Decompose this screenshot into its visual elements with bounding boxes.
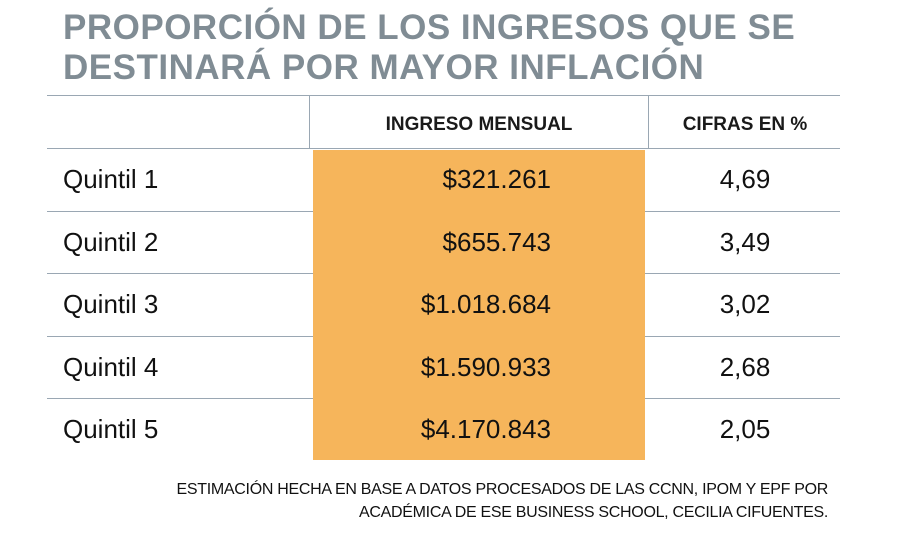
rule: [47, 210, 313, 212]
row-label: Quintil 4: [63, 351, 159, 382]
highlight-column: [313, 150, 645, 460]
income-value: $1.590.933: [420, 351, 551, 382]
footnote-line: ESTIMACIÓN HECHA EN BASE A DATOS PROCESA…: [176, 481, 829, 498]
percent-value: 3,02: [719, 289, 771, 319]
rule: [645, 210, 840, 212]
rule: [645, 398, 840, 399]
percent-value: 3,49: [719, 226, 771, 257]
rule: [47, 398, 313, 399]
title-line: DESTINARÁ POR MAYOR INFLACIÓN: [63, 48, 705, 87]
title-line: PROPORCIÓN DE LOS INGRESOS QUE SE: [63, 8, 796, 47]
percent-value: 4,69: [719, 164, 771, 194]
income-value: $321.261: [442, 164, 551, 194]
rule: [47, 273, 313, 274]
footnote-line: ACADÉMICA DE ESE BUSINESS SCHOOL, CECILI…: [359, 504, 828, 521]
row-label: Quintil 2: [63, 226, 159, 257]
rule: [645, 273, 840, 274]
column-header: CIFRAS EN %: [682, 114, 808, 135]
divider: [648, 95, 649, 148]
rule: [47, 148, 840, 149]
rule: [47, 335, 313, 337]
rule: [645, 335, 840, 337]
percent-value: 2,05: [719, 414, 771, 444]
row-label: Quintil 5: [63, 414, 159, 444]
divider: [309, 95, 310, 148]
column-header: INGRESO MENSUAL: [385, 114, 573, 135]
percent-value: 2,68: [719, 351, 771, 382]
income-value: $1.018.684: [420, 289, 551, 319]
rule: [47, 95, 840, 96]
row-label: Quintil 3: [63, 289, 159, 319]
income-value: $655.743: [442, 226, 551, 257]
income-value: $4.170.843: [420, 414, 551, 444]
row-label: Quintil 1: [63, 164, 159, 194]
